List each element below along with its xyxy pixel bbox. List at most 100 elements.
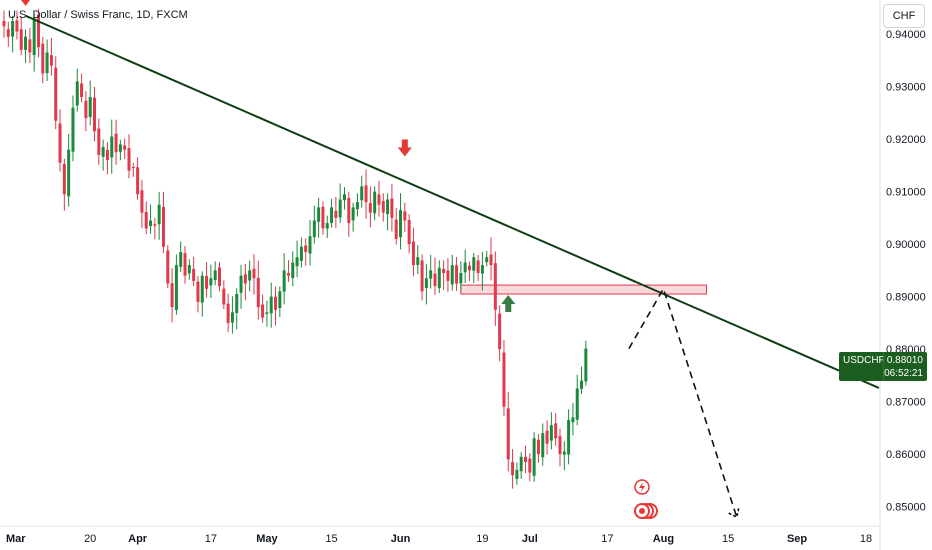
candle: [321, 201, 325, 235]
candle: [480, 252, 484, 291]
candle: [114, 119, 118, 165]
x-tick-label: Sep: [787, 533, 807, 545]
candle: [200, 271, 204, 317]
candle: [317, 197, 321, 238]
candle: [196, 276, 200, 313]
candle: [88, 80, 92, 126]
candle: [15, 10, 19, 40]
candle: [149, 204, 153, 234]
candle: [472, 253, 476, 284]
y-tick-label: 0.85000: [886, 502, 926, 514]
candle: [347, 192, 351, 237]
y-tick-label: 0.91000: [886, 187, 926, 199]
y-tick-label: 0.89000: [886, 292, 926, 304]
candle: [110, 119, 114, 174]
candle: [127, 134, 131, 179]
candle: [446, 258, 450, 293]
candle: [105, 142, 109, 175]
candle: [567, 409, 571, 465]
y-tick-label: 0.90000: [886, 239, 926, 251]
candle: [75, 68, 79, 112]
lightning-bolt-glyph: [639, 482, 645, 492]
x-tick-label: 15: [722, 533, 734, 545]
candle: [32, 13, 36, 72]
candle: [170, 268, 174, 323]
candle: [45, 39, 49, 81]
candle: [67, 133, 71, 207]
candle: [493, 251, 497, 326]
current-price-tag: USDCHF 0.88010 06:52:21: [839, 352, 927, 381]
candle: [19, 16, 23, 56]
candle: [536, 434, 540, 463]
candle: [330, 198, 334, 228]
candle: [394, 207, 398, 245]
candle: [325, 215, 329, 238]
projection-arrowhead: [728, 507, 740, 519]
candle: [157, 191, 161, 240]
candle: [286, 260, 290, 283]
candle: [489, 237, 493, 281]
y-tick-label: 0.87000: [886, 397, 926, 409]
candle: [377, 180, 381, 217]
candle: [97, 118, 101, 165]
x-tick-label: 18: [860, 533, 872, 545]
candle: [153, 218, 157, 240]
candle: [230, 296, 234, 334]
candle: [161, 191, 165, 254]
candle: [213, 261, 217, 286]
candle: [248, 260, 252, 292]
x-tick-label: 15: [325, 533, 337, 545]
candle: [442, 260, 446, 291]
candle: [62, 158, 66, 211]
candle: [364, 169, 368, 219]
candle: [437, 260, 441, 293]
candle: [24, 29, 28, 63]
candle: [571, 402, 575, 436]
candle: [476, 255, 480, 282]
candle: [584, 340, 588, 386]
candle: [295, 240, 299, 278]
red-down-arrow-icon: [397, 139, 412, 157]
candle: [123, 138, 127, 159]
candle: [351, 202, 355, 232]
x-tick-label: Jun: [391, 533, 411, 545]
candle: [424, 264, 428, 305]
candle: [278, 286, 282, 318]
candle: [291, 251, 295, 287]
x-tick-label: Jul: [522, 533, 538, 545]
currency-button[interactable]: CHF: [883, 4, 925, 28]
y-tick-label: 0.92000: [886, 134, 926, 146]
y-tick-label: 0.86000: [886, 449, 926, 461]
candle: [390, 183, 394, 232]
candle: [282, 253, 286, 305]
candle: [308, 220, 312, 266]
candle: [179, 241, 183, 272]
candle: [28, 27, 32, 64]
candle: [580, 366, 584, 394]
candle: [420, 254, 424, 301]
projection-path: [628, 286, 738, 518]
candle: [433, 257, 437, 295]
candle: [368, 186, 372, 228]
candle: [541, 423, 545, 466]
candle: [11, 15, 15, 53]
candle: [312, 205, 316, 244]
candle: [342, 187, 346, 210]
candle: [222, 280, 226, 310]
candle: [252, 254, 256, 295]
support-zone: [460, 284, 708, 295]
candle: [554, 413, 558, 446]
candle: [399, 193, 403, 250]
candle: [562, 441, 566, 471]
candle: [187, 259, 191, 280]
x-tick-label: 19: [476, 533, 488, 545]
candle: [239, 264, 243, 309]
symbol-title: U.S. Dollar / Swiss Franc, 1D, FXCM: [8, 9, 188, 21]
candle: [338, 183, 342, 224]
candle: [192, 256, 196, 287]
candle: [256, 260, 260, 320]
x-tick-label: Aug: [653, 533, 674, 545]
candle: [502, 340, 506, 416]
coin-core: [639, 508, 645, 514]
